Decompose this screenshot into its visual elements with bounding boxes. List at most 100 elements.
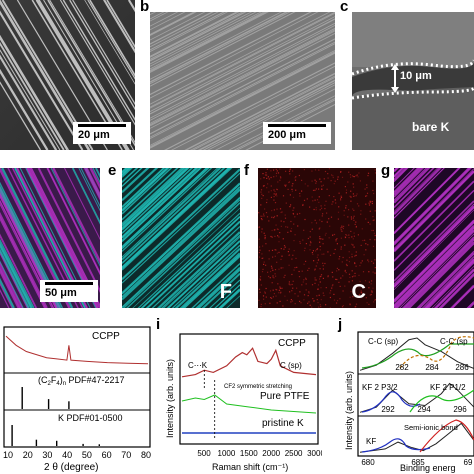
carbon-speckle <box>318 201 320 203</box>
texture-stroke <box>150 12 331 105</box>
carbon-speckle <box>324 234 326 236</box>
texture-stroke <box>150 12 265 71</box>
carbon-speckle <box>317 302 319 304</box>
carbon-speckle <box>269 277 271 279</box>
carbon-speckle <box>292 170 294 172</box>
carbon-speckle <box>274 255 276 257</box>
scale-bar-label: 50 μm <box>45 287 77 299</box>
carbon-speckle <box>353 195 355 197</box>
texture-stroke <box>122 168 222 261</box>
carbon-speckle <box>375 172 376 174</box>
carbon-speckle <box>300 302 302 304</box>
xps-c1s-tick: 286 <box>455 363 469 372</box>
carbon-speckle <box>342 305 344 307</box>
carbon-speckle <box>270 196 272 198</box>
carbon-speckle <box>354 262 356 264</box>
carbon-speckle <box>352 217 354 219</box>
texture-stroke <box>122 168 169 212</box>
carbon-speckle <box>359 280 361 283</box>
texture-stroke <box>150 12 335 108</box>
eds-overlay-map-g <box>394 168 474 308</box>
carbon-speckle <box>345 207 347 209</box>
carbon-speckle <box>371 260 373 262</box>
carbon-speckle <box>371 280 373 282</box>
carbon-speckle <box>262 185 265 187</box>
carbon-speckle <box>354 275 356 277</box>
carbon-speckle <box>265 172 267 174</box>
panel-letter-c: c <box>340 0 349 15</box>
carbon-speckle <box>295 257 297 259</box>
texture-stroke <box>394 168 461 235</box>
carbon-speckle <box>258 226 260 228</box>
carbon-speckle <box>331 174 333 176</box>
carbon-speckle <box>314 277 316 279</box>
raman-annot-cf2: CF2 symmetric stretching <box>224 384 292 390</box>
texture-stroke <box>122 168 194 234</box>
texture-stroke <box>122 168 179 221</box>
carbon-speckle <box>288 254 291 256</box>
carbon-speckle <box>326 212 328 214</box>
carbon-speckle <box>284 217 287 219</box>
carbon-speckle <box>275 295 277 297</box>
substrate-label: bare K <box>412 120 450 134</box>
carbon-speckle <box>325 304 327 306</box>
texture-stroke <box>150 24 335 121</box>
xps-bottom-ticks: 680 685 69 <box>361 458 473 467</box>
carbon-speckle <box>343 210 345 212</box>
carbon-speckle <box>339 256 341 258</box>
carbon-speckle <box>359 265 361 267</box>
texture-stroke <box>122 168 185 226</box>
carbon-speckle <box>303 279 305 281</box>
carbon-speckle <box>314 169 317 171</box>
carbon-speckle <box>271 216 273 218</box>
carbon-speckle <box>347 181 349 183</box>
carbon-speckle <box>349 174 351 176</box>
carbon-speckle <box>319 281 321 283</box>
carbon-speckle <box>290 299 292 301</box>
texture-stroke <box>394 168 415 189</box>
carbon-speckle <box>274 229 276 231</box>
carbon-speckle <box>319 268 321 270</box>
texture-stroke <box>179 252 240 308</box>
carbon-speckle <box>295 189 297 191</box>
carbon-speckle <box>316 262 318 264</box>
carbon-speckle <box>299 291 301 293</box>
sem-panel-c: 10 μm bare K <box>352 12 474 150</box>
carbon-speckle <box>268 220 270 222</box>
xps-annot-csp-left: C-C (sp) <box>368 337 399 346</box>
carbon-speckle <box>344 269 346 271</box>
carbon-speckle <box>279 179 281 181</box>
carbon-speckle <box>320 274 323 276</box>
xps-annot-kf: KF <box>366 437 376 446</box>
carbon-speckle <box>313 300 315 302</box>
carbon-speckle <box>305 289 307 291</box>
carbon-speckle <box>353 209 355 211</box>
carbon-speckle <box>277 172 280 174</box>
carbon-speckle <box>284 295 286 297</box>
carbon-speckle <box>260 178 262 180</box>
carbon-speckle <box>320 287 322 289</box>
carbon-speckle <box>345 189 348 191</box>
texture-stroke <box>122 168 207 247</box>
carbon-speckle <box>314 219 316 221</box>
carbon-speckle <box>345 272 347 274</box>
carbon-speckle <box>355 265 357 267</box>
carbon-speckle <box>290 220 292 223</box>
carbon-speckle <box>370 293 372 296</box>
carbon-speckle <box>280 211 282 214</box>
carbon-speckle <box>366 195 368 197</box>
carbon-speckle <box>268 178 270 180</box>
texture-stroke <box>103 0 135 54</box>
carbon-speckle <box>337 218 339 220</box>
carbon-speckle <box>280 177 282 179</box>
carbon-speckle <box>275 168 277 170</box>
carbon-speckle <box>343 225 345 227</box>
carbon-speckle <box>275 193 277 195</box>
carbon-speckle <box>264 303 266 305</box>
texture-stroke <box>150 12 262 70</box>
texture-stroke <box>62 0 135 121</box>
carbon-speckle <box>364 239 366 241</box>
texture-stroke <box>0 211 48 308</box>
carbon-speckle <box>341 225 343 227</box>
carbon-speckle <box>315 188 317 190</box>
